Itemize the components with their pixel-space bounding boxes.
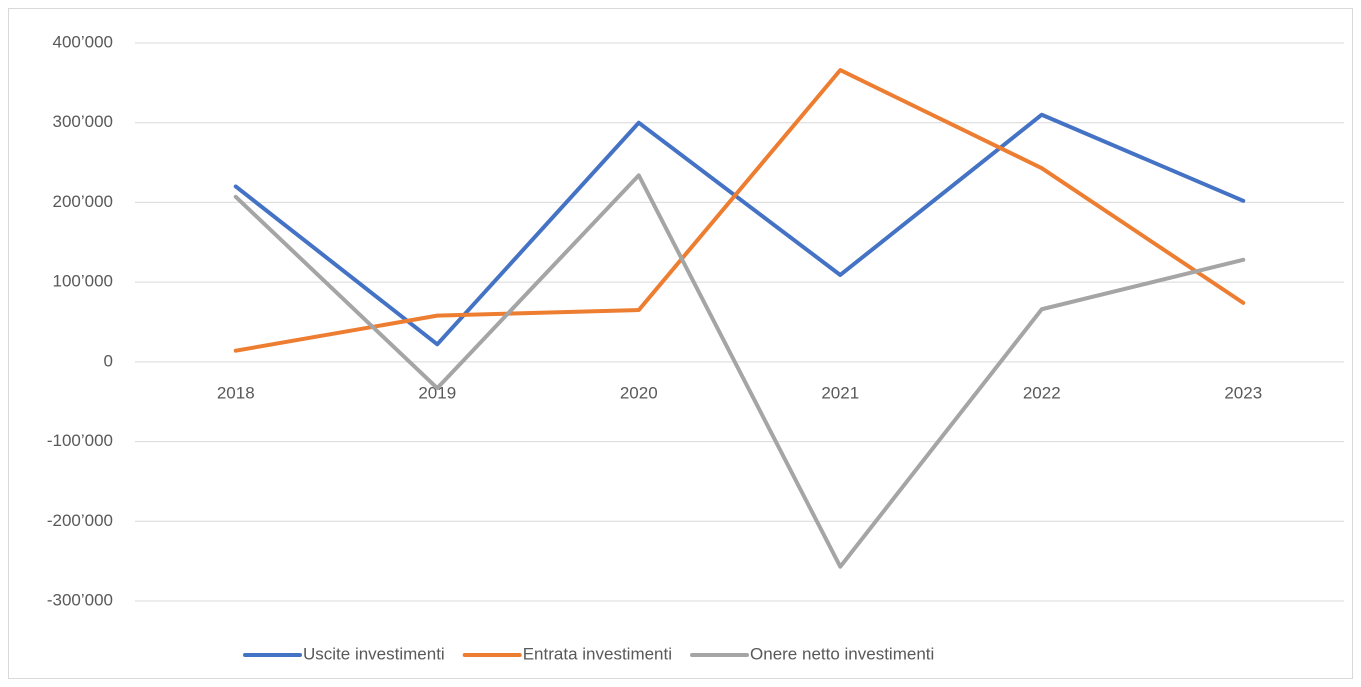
legend-label: Onere netto investimenti	[750, 644, 934, 663]
x-tick-label: 2021	[821, 383, 859, 402]
x-tick-label: 2019	[418, 383, 456, 402]
y-tick-label: 400’000	[52, 32, 113, 51]
y-tick-label: -300’000	[47, 590, 113, 609]
legend-label: Uscite investimenti	[303, 644, 445, 663]
series-line	[233, 112, 1246, 347]
y-tick-label: -100’000	[47, 431, 113, 450]
chart-frame	[8, 8, 1353, 679]
x-tick-label: 2018	[217, 383, 255, 402]
y-tick-label: 200’000	[52, 192, 113, 211]
x-tick-label: 2022	[1023, 383, 1061, 402]
series-line	[233, 173, 1246, 569]
y-tick-label: 300’000	[52, 112, 113, 131]
legend-label: Entrata investimenti	[523, 644, 672, 663]
y-tick-label: 100’000	[52, 272, 113, 291]
x-tick-label: 2023	[1224, 383, 1262, 402]
y-tick-label: 0	[104, 351, 113, 370]
y-tick-label: -200’000	[47, 511, 113, 530]
series-line	[233, 68, 1246, 353]
x-tick-label: 2020	[620, 383, 658, 402]
